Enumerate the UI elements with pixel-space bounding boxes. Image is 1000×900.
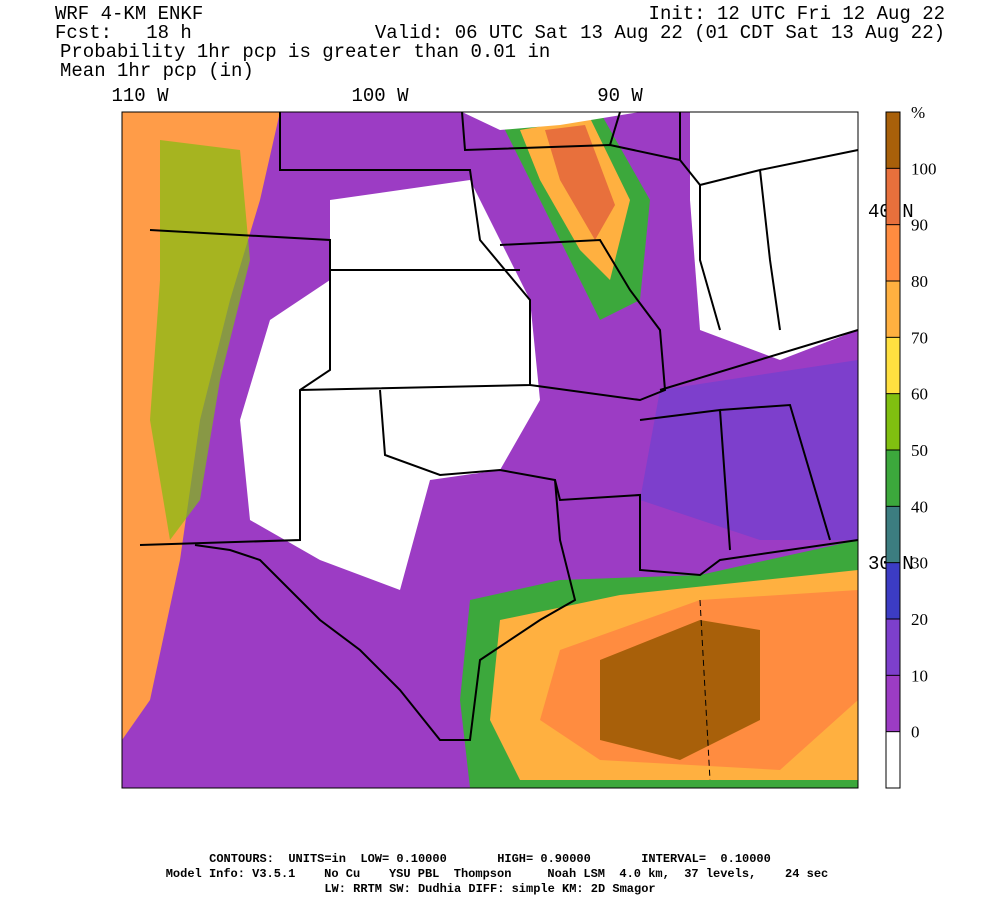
colorbar-label: 90 [911,216,928,235]
colorbar-label: 70 [911,328,928,347]
footer-text: LW: RRTM SW: Dudhia DIFF: simple KM: 2D … [324,882,655,896]
colorbar-label: 40 [911,497,928,516]
colorbar-label: 0 [911,723,920,742]
colorbar-segment [886,450,900,507]
colorbar-label: 80 [911,272,928,291]
colorbar-segment [886,168,900,225]
colorbar-segment [886,675,900,732]
colorbar-label: 100 [911,159,937,178]
colorbar-segment [886,562,900,619]
valid-time: Valid: 06 UTC Sat 13 Aug 22 (01 CDT Sat … [375,22,945,44]
colorbar-segment [886,619,900,676]
colorbar-label: 30 [911,554,928,573]
field-title: Probability 1hr pcp is greater than 0.01… [60,41,550,63]
field-title: Mean 1hr pcp (in) [60,60,254,82]
longitude-label: 110 W [111,85,169,107]
map [121,111,859,789]
init-time: Init: 12 UTC Fri 12 Aug 22 [649,3,945,25]
colorbar-segment [886,224,900,281]
footer-text: CONTOURS: UNITS=in LOW= 0.10000 HIGH= 0.… [209,852,771,866]
colorbar-segment [886,731,900,788]
model-title: WRF 4-KM ENKF [55,3,203,25]
colorbar-segment [886,393,900,450]
colorbar-segment [886,337,900,394]
longitude-label: 90 W [597,85,643,107]
colorbar-segment [886,112,900,169]
forecast-hour: Fcst: 18 h [55,22,192,44]
footer-text: Model Info: V3.5.1 No Cu YSU PBL Thompso… [166,867,829,881]
colorbar-segment [886,281,900,338]
colorbar-unit: % [911,103,925,122]
longitude-label: 100 W [351,85,409,107]
colorbar-segment [886,506,900,563]
colorbar: 0 10 20 30 40 50 60 70 80 90 100% [885,103,937,789]
colorbar-label: 60 [911,385,928,404]
colorbar-label: 10 [911,666,928,685]
colorbar-label: 20 [911,610,928,629]
colorbar-label: 50 [911,441,928,460]
